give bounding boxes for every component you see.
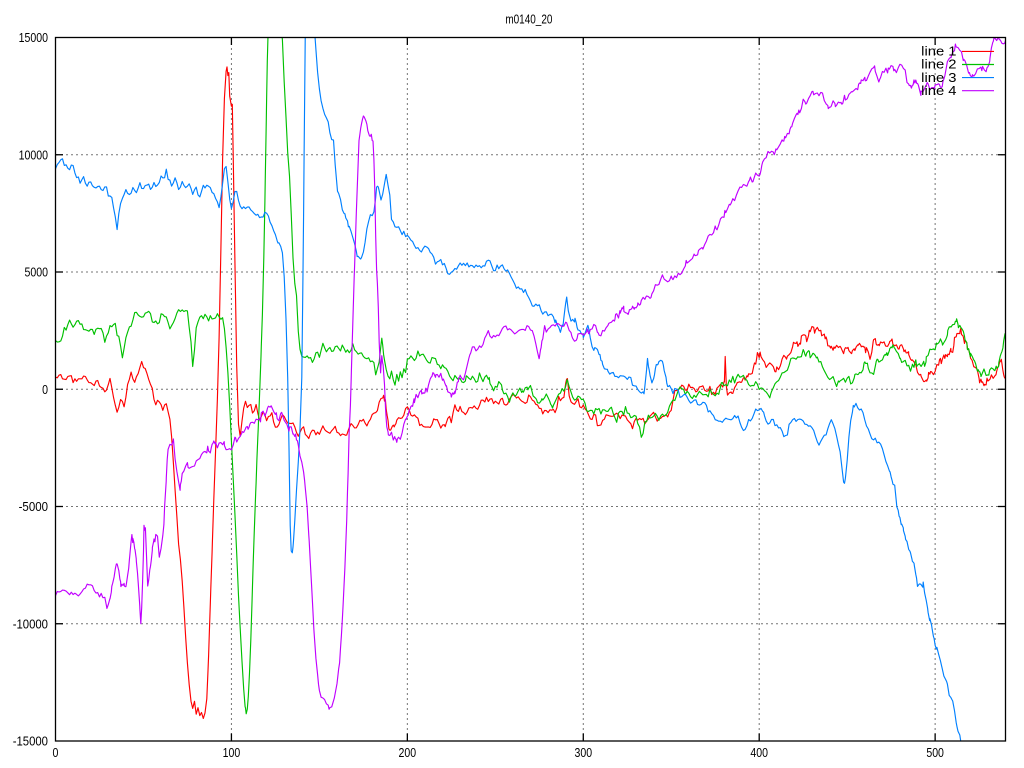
svg-text:100: 100 [223, 745, 241, 760]
svg-text:0: 0 [53, 745, 59, 760]
svg-text:0: 0 [42, 382, 48, 397]
svg-text:400: 400 [750, 745, 768, 760]
svg-text:line 3: line 3 [921, 70, 956, 85]
svg-text:-10000: -10000 [13, 616, 48, 631]
svg-text:5000: 5000 [25, 265, 49, 280]
svg-text:10000: 10000 [19, 147, 48, 162]
svg-text:line 4: line 4 [921, 83, 956, 98]
svg-text:300: 300 [574, 745, 592, 760]
svg-text:200: 200 [399, 745, 417, 760]
svg-text:15000: 15000 [19, 30, 48, 45]
svg-text:line 2: line 2 [921, 57, 956, 72]
svg-text:500: 500 [926, 745, 944, 760]
svg-text:m0140_20: m0140_20 [505, 11, 552, 26]
svg-text:-5000: -5000 [19, 499, 48, 514]
svg-text:-15000: -15000 [13, 734, 48, 749]
svg-text:line 1: line 1 [921, 44, 956, 59]
